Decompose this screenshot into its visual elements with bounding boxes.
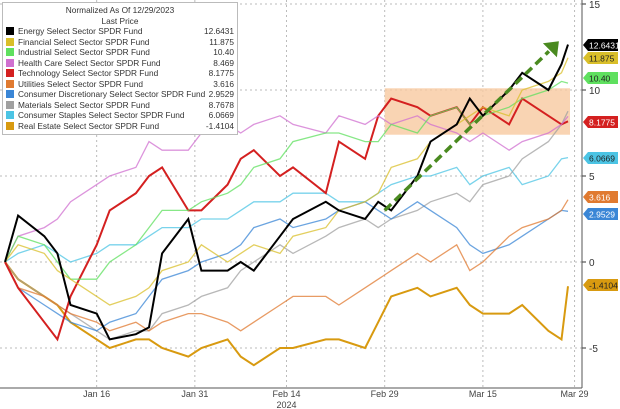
legend-label: Real Estate Select Sector SPDR Fund [18, 120, 160, 131]
legend-entry: Technology Select Sector SPDR Fund 8.1775 [6, 68, 234, 79]
legend-swatch [6, 90, 14, 99]
x-year-label: 2024 [276, 400, 296, 409]
legend-label: Health Care Select Sector SPDR Fund [18, 57, 161, 68]
series-line [4, 201, 569, 332]
last-price-tag-label: 3.616 [589, 193, 611, 203]
legend-entry: Consumer Staples Select Sector SPDR Fund… [6, 110, 234, 121]
last-price-tag: -1.4104 [583, 279, 618, 291]
legend-value: 8.1775 [208, 68, 234, 78]
x-tick-label: Mar 29 [561, 389, 589, 399]
last-price-tag-bg [583, 52, 618, 64]
y-tick-label: -5 [589, 344, 598, 355]
last-price-tag-label: 2.9529 [589, 210, 615, 220]
y-tick-label: 0 [589, 258, 595, 269]
legend-value: 12.6431 [204, 26, 234, 36]
legend-value: 6.0669 [208, 110, 234, 120]
legend-label: Energy Select Sector SPDR Fund [18, 26, 143, 36]
last-price-tag-label: 8.1775 [589, 118, 615, 128]
last-price-tag: 11.875 [583, 52, 618, 64]
last-price-tag-bg [583, 208, 618, 220]
last-price-tag-label: 10.40 [589, 74, 611, 84]
last-price-tag-label: 11.875 [589, 54, 615, 64]
legend-swatch [6, 100, 14, 109]
legend-swatch [6, 111, 14, 120]
legend-swatch [6, 37, 14, 46]
legend-swatch [6, 48, 14, 57]
legend-entry: Utilities Select Sector SPDR Fund 3.616 [6, 79, 234, 90]
legend-swatch [6, 79, 14, 88]
last-price-tag-label: -1.4104 [589, 281, 618, 291]
last-price-tag-label: 12.6431 [589, 41, 620, 51]
legend-label: Consumer Discretionary Select Sector SPD… [18, 89, 206, 99]
last-price-tag-bg [583, 39, 618, 51]
legend-entry: Materials Select Sector SPDR Fund 8.7678 [6, 100, 234, 111]
legend-entry: Energy Select Sector SPDR Fund 12.6431 [6, 26, 234, 37]
legend-entry: Real Estate Select Sector SPDR Fund -1.41… [6, 121, 234, 132]
series-line [4, 115, 569, 263]
legend-swatch [6, 69, 14, 78]
series-line [4, 44, 569, 341]
series-line [4, 110, 569, 341]
legend-swatch [6, 27, 14, 36]
legend-entry: Financial Select Sector SPDR Fund 11.875 [6, 37, 234, 48]
legend-label: Financial Select Sector SPDR Fund [18, 36, 150, 47]
legend-value: 10.40 [213, 47, 234, 57]
legend-value: -1.4104 [205, 120, 234, 131]
legend-entry: Consumer Discretionary Select Sector SPD… [6, 89, 234, 100]
last-price-tag-bg [583, 279, 618, 291]
legend-value: 2.9529 [208, 89, 234, 99]
last-price-tag-bg [583, 116, 618, 128]
chart-title: Normalized As Of 12/29/2023 [65, 5, 175, 15]
x-tick-label: Jan 31 [181, 389, 208, 399]
last-price-tag: 3.616 [583, 191, 618, 203]
last-price-tag: 12.6431 [583, 39, 620, 51]
legend-entry: Health Care Select Sector SPDR Fund 8.469 [6, 58, 234, 69]
legend-value: 8.469 [213, 57, 234, 68]
series-line [4, 199, 569, 332]
x-tick-label: Feb 14 [272, 389, 300, 399]
legend: Normalized As Of 12/29/2023 Last Price E… [2, 2, 238, 135]
last-price-tag-bg [583, 72, 618, 84]
legend-label: Utilities Select Sector SPDR Fund [18, 78, 143, 89]
y-tick-label: 5 [589, 172, 595, 183]
legend-value: 3.616 [213, 78, 234, 89]
last-price-tag: 10.40 [583, 72, 618, 84]
y-tick-label: 10 [589, 86, 601, 97]
last-price-tag: 6.0669 [583, 152, 618, 164]
legend-label: Materials Select Sector SPDR Fund [18, 99, 150, 110]
chart-subtitle: Last Price [101, 15, 139, 26]
legend-swatch [6, 58, 14, 67]
last-price-tag-bg [583, 191, 618, 203]
trend-arrow-line [383, 50, 551, 212]
legend-label: Industrial Select Sector SPDR Fund [18, 47, 150, 57]
series-line [4, 261, 569, 367]
last-price-tag-label: 6.0669 [589, 154, 615, 164]
legend-label: Consumer Staples Select Sector SPDR Fund [18, 110, 185, 120]
legend-swatch [6, 121, 14, 130]
x-tick-label: Mar 15 [469, 389, 497, 399]
legend-label: Technology Select Sector SPDR Fund [18, 68, 159, 78]
x-tick-label: Jan 16 [83, 389, 110, 399]
legend-value: 8.7678 [208, 99, 234, 110]
x-tick-label: Feb 29 [371, 389, 399, 399]
legend-value: 11.875 [209, 36, 234, 47]
series-line [4, 156, 569, 263]
trend-arrow-head [542, 41, 559, 58]
legend-entry: Industrial Select Sector SPDR Fund 10.40 [6, 47, 234, 58]
y-tick-label: 15 [589, 0, 601, 11]
series-line [4, 97, 569, 342]
series-line [4, 57, 569, 306]
last-price-tag-bg [583, 152, 618, 164]
last-price-tag: 8.1775 [583, 116, 618, 128]
last-price-tag: 2.9529 [583, 208, 618, 220]
